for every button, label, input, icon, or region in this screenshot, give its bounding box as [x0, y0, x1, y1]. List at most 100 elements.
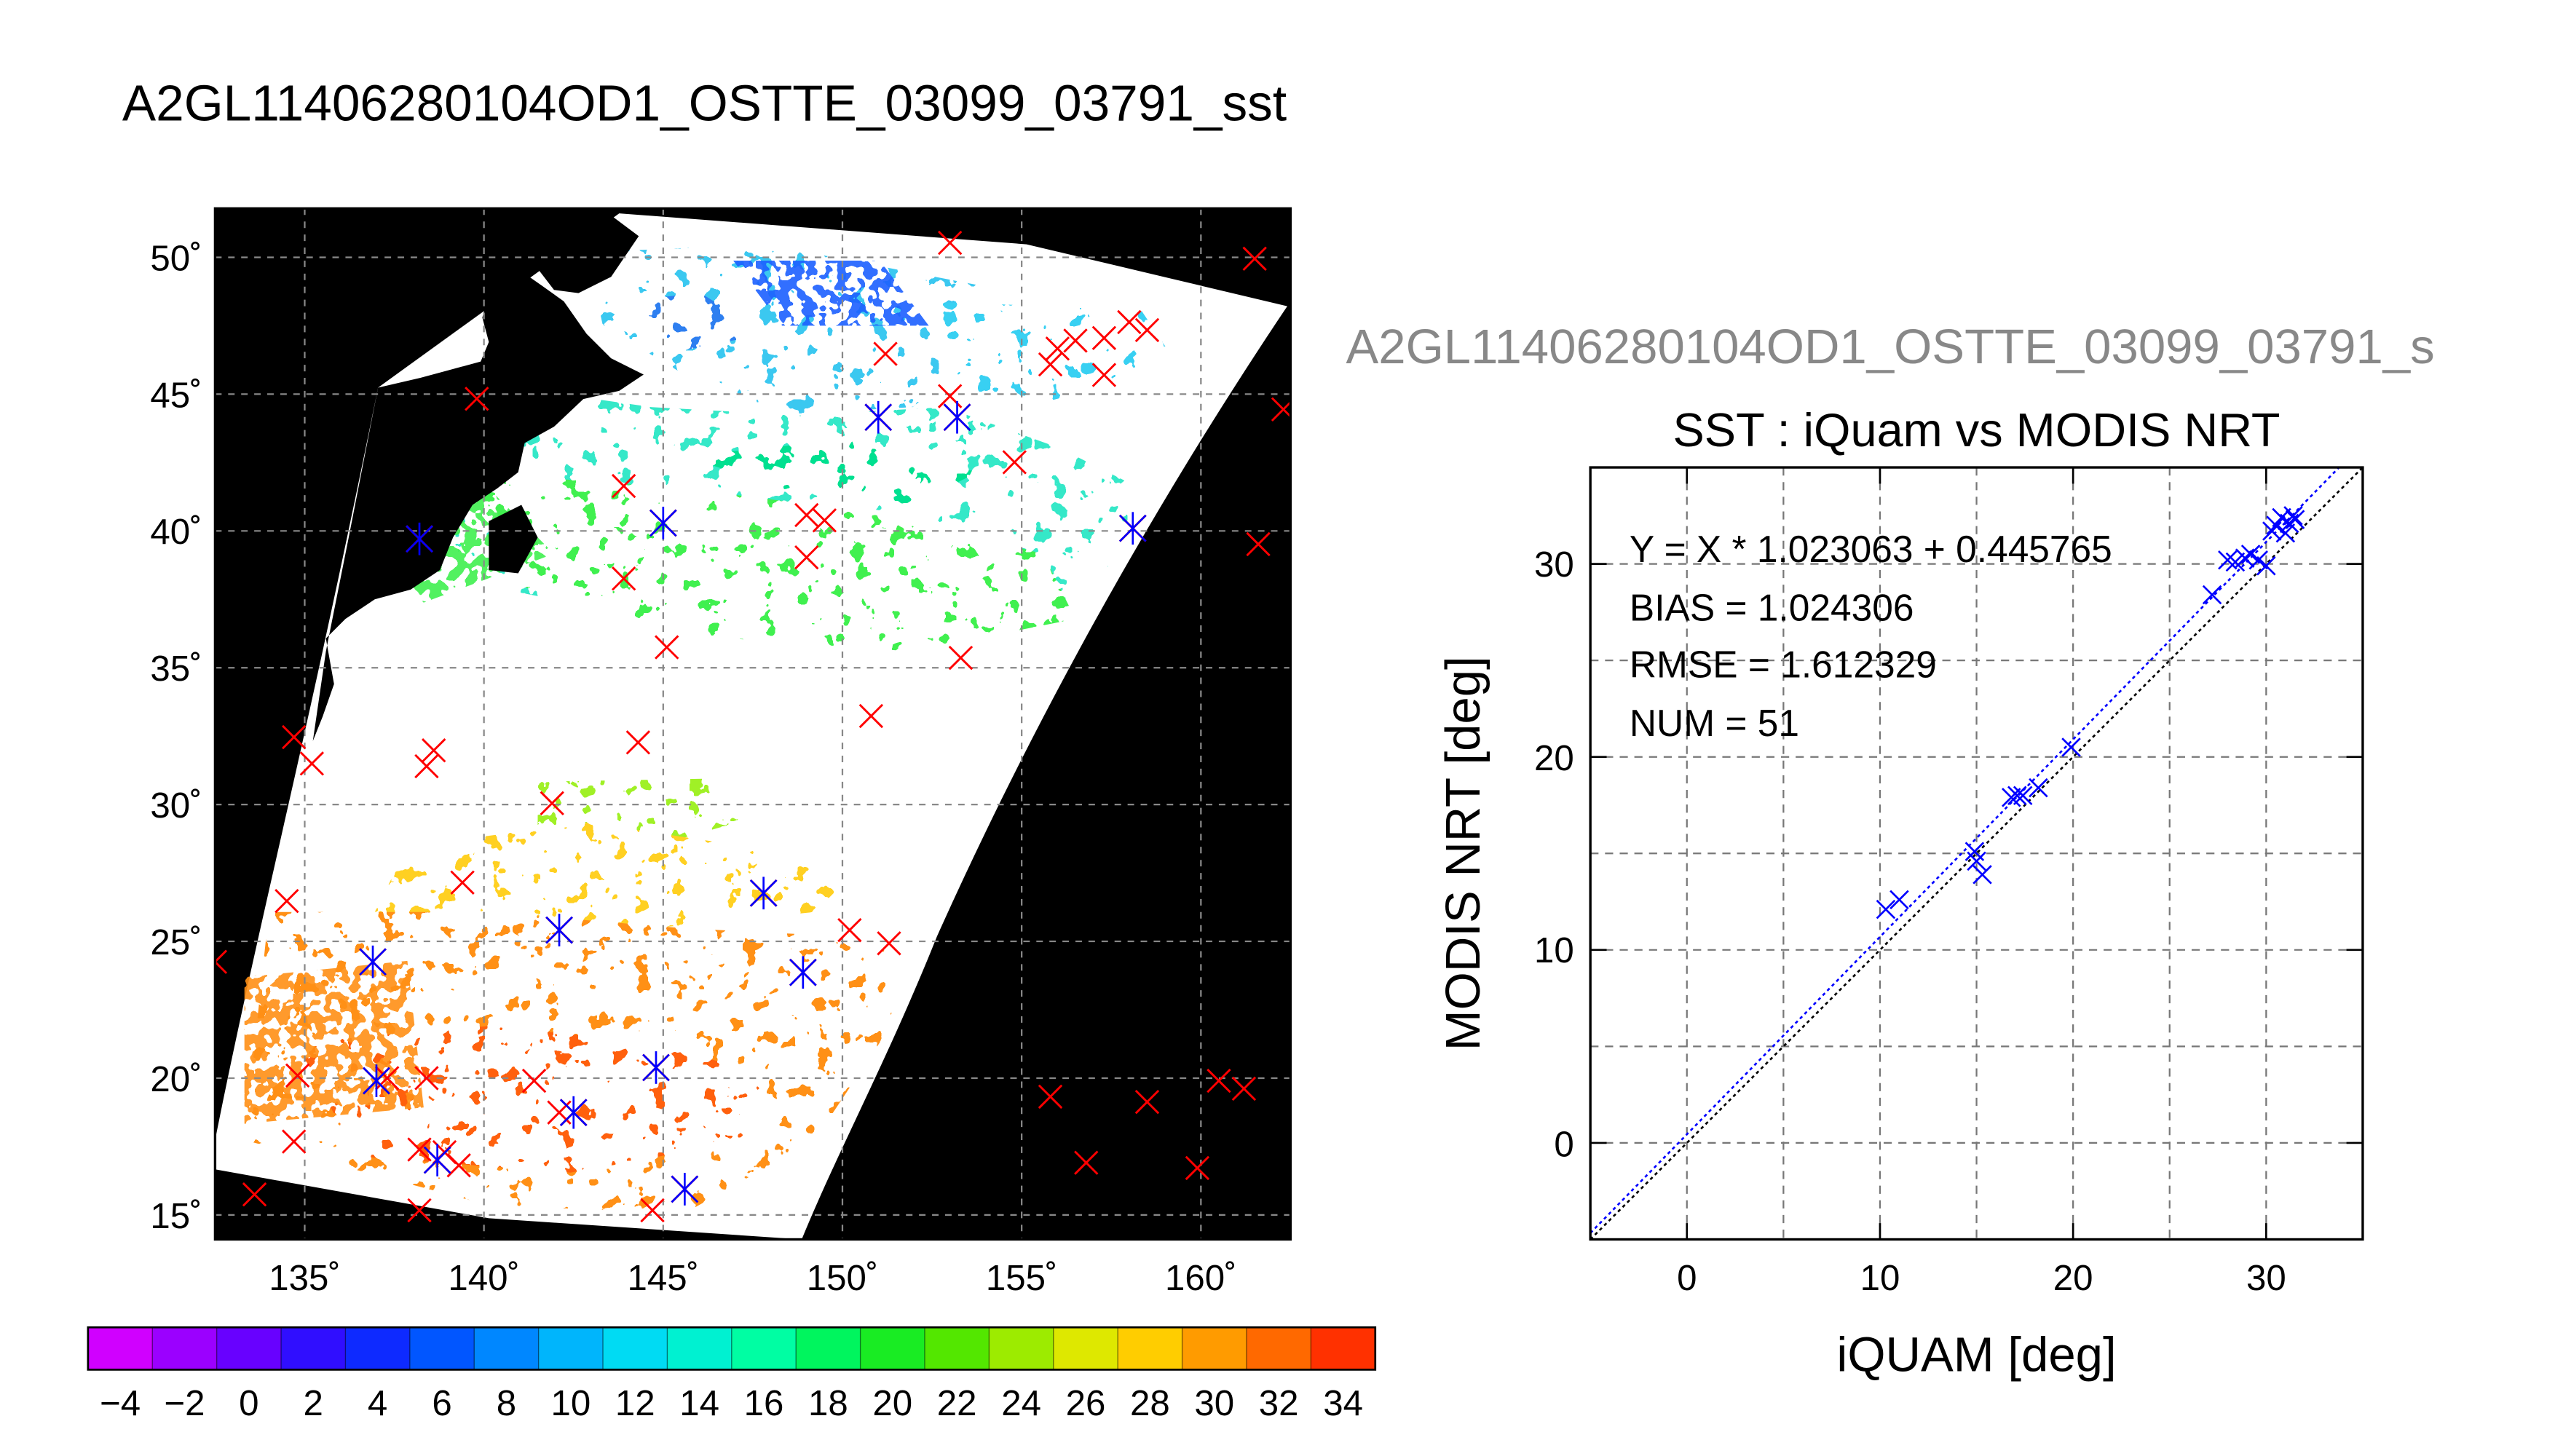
x-tick-label: 10: [1860, 1258, 1900, 1298]
bias-stat: BIAS = 1.024306: [1630, 586, 1914, 628]
colorbar-cell: [1182, 1327, 1248, 1370]
red-marker: [1117, 309, 1142, 335]
blue-marker: [423, 1144, 451, 1176]
red-marker: [521, 1068, 547, 1093]
scatter-point: [2256, 556, 2276, 576]
red-marker: [655, 635, 679, 660]
colorbar-tick-label: 12: [615, 1383, 655, 1423]
scatter-point: [2013, 786, 2033, 805]
colorbar-tick-label: 34: [1323, 1383, 1363, 1423]
red-marker: [282, 724, 307, 750]
lon-tick-label: 145˚: [628, 1258, 700, 1298]
y-tick-label: 30: [1534, 545, 1574, 585]
colorbar-tick-label: 30: [1194, 1383, 1234, 1423]
num-stat: NUM = 51: [1630, 702, 1799, 744]
scatter-point: [2061, 737, 2081, 757]
lon-tick-label: 150˚: [807, 1258, 879, 1298]
red-marker: [1063, 328, 1088, 353]
x-tick-label: 0: [1677, 1258, 1697, 1298]
red-marker: [407, 1198, 432, 1223]
red-marker: [540, 791, 564, 816]
lat-tick-label: 15˚: [150, 1196, 202, 1236]
y-tick-label: 20: [1534, 738, 1574, 778]
lat-tick-label: 50˚: [150, 238, 202, 278]
red-marker: [414, 753, 439, 779]
red-marker: [1091, 363, 1117, 387]
red-marker: [611, 566, 636, 591]
colorbar-tick-label: 10: [550, 1383, 591, 1423]
colorbar-cell: [538, 1327, 604, 1370]
colorbar-cell: [1118, 1327, 1183, 1370]
scatter-point: [2002, 788, 2021, 807]
red-marker: [275, 888, 299, 914]
red-marker: [282, 1129, 307, 1154]
y-axis-label: MODIS NRT [deg]: [1436, 656, 1490, 1051]
colorbar-tick-label: 8: [497, 1383, 516, 1423]
red-marker: [937, 230, 963, 256]
blue-marker: [545, 914, 573, 946]
blue-marker: [359, 945, 387, 978]
blue-marker: [649, 507, 677, 539]
colorbar-tick-label: 18: [808, 1383, 848, 1423]
red-marker: [640, 1198, 665, 1223]
red-marker: [407, 1137, 432, 1162]
red-marker: [794, 545, 819, 570]
map-title: A2GL11406280104OD1_OSTTE_03099_03791_sst: [122, 75, 1287, 132]
scatter-point: [1876, 899, 1896, 919]
lat-tick-label: 30˚: [150, 786, 202, 826]
red-marker: [299, 751, 325, 776]
red-marker: [242, 1182, 267, 1207]
red-marker: [625, 730, 651, 755]
colorbar-cell: [667, 1327, 732, 1370]
colorbar-cell: [1311, 1327, 1376, 1370]
scatter-x-axis: 0 10 20 30 iQUAM [deg]: [1677, 1258, 2286, 1382]
scatter-point: [2218, 550, 2238, 570]
y-tick-label: 0: [1554, 1124, 1573, 1164]
red-marker: [285, 1063, 310, 1088]
red-marker: [877, 931, 901, 956]
x-tick-label: 20: [2053, 1258, 2093, 1298]
scatter-point: [1967, 851, 1986, 871]
scatter-file-label: A2GL11406280104OD1_OSTTE_03099_03791_s: [1346, 320, 2434, 374]
red-marker: [812, 508, 837, 533]
red-marker: [1185, 1155, 1210, 1181]
colorbar-tick-label: 22: [937, 1383, 977, 1423]
scatter-point: [2248, 550, 2268, 570]
scatter-ticks: [1590, 467, 2363, 1240]
lon-tick-label: 135˚: [269, 1258, 341, 1298]
scatter-title: SST : iQuam vs MODIS NRT: [1673, 403, 2280, 456]
lat-tick-label: 40˚: [150, 512, 202, 552]
colorbar-tick-label: 14: [679, 1383, 719, 1423]
scatter-point: [2285, 510, 2305, 529]
red-marker: [1207, 1068, 1231, 1093]
red-marker: [1045, 336, 1070, 361]
colorbar-tick-label: 0: [239, 1383, 258, 1423]
colorbar-tick-label: 6: [432, 1383, 451, 1423]
colorbar-cell: [152, 1327, 218, 1370]
map-markers: [215, 230, 1291, 1223]
red-marker: [1091, 325, 1117, 350]
blue-marker: [363, 1064, 390, 1097]
scatter-y-axis: 0 10 20 30 MODIS NRT [deg]: [1436, 545, 1574, 1164]
colorbar-tick-label: −4: [100, 1383, 141, 1423]
colorbar-tick-label: −2: [164, 1383, 205, 1423]
colorbar-cell: [474, 1327, 540, 1370]
red-marker: [422, 738, 446, 763]
blue-marker: [1118, 512, 1147, 545]
red-marker: [794, 502, 819, 528]
scatter-point: [2240, 545, 2261, 564]
red-marker: [1134, 1089, 1160, 1115]
scatter-point: [2283, 506, 2303, 526]
lat-tick-label: 45˚: [150, 375, 202, 415]
regression-line: [1590, 467, 2341, 1234]
colorbar-cell: [603, 1327, 668, 1370]
scatter-plot: Y = X * 1.023063 + 0.445765 BIAS = 1.024…: [1589, 466, 2364, 1241]
colorbar-tick-label: 16: [744, 1383, 784, 1423]
red-marker: [1271, 397, 1291, 422]
blue-marker: [559, 1096, 588, 1129]
scatter-point: [2225, 552, 2246, 572]
red-marker: [1038, 1084, 1063, 1109]
scatter-border: [1589, 466, 2364, 1241]
